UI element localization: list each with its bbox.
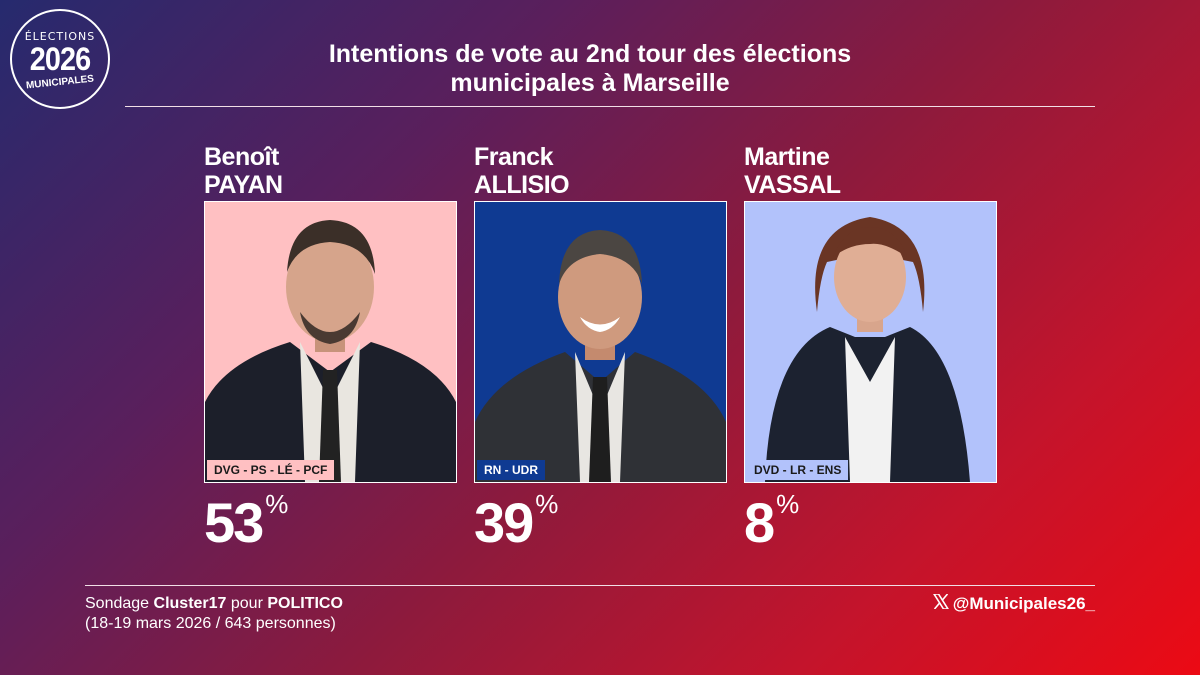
vote-percentage: 8%: [744, 489, 799, 551]
candidate-photo: RN - UDR: [474, 201, 727, 483]
candidate-first-name: Franck: [474, 143, 553, 171]
source-prefix: Sondage: [85, 595, 154, 612]
candidate-last-name: ALLISIO: [474, 171, 570, 199]
handle-text: @Municipales26_: [952, 594, 1095, 613]
vote-percentage: 53%: [204, 489, 288, 551]
bottom-divider: [85, 585, 1095, 586]
party-badge: DVG - PS - LÉ - PCF: [207, 460, 335, 480]
x-logo-icon: [932, 593, 950, 614]
vote-percentage: 39%: [474, 489, 558, 551]
source-institute: Cluster17: [153, 595, 227, 612]
portrait-image: [475, 202, 726, 482]
candidate-card-vassal: Martine VASSAL DVD - LR - ENS 8%: [744, 143, 997, 551]
title-line1: Intentions de vote au 2nd tour des élect…: [328, 40, 852, 68]
title-line2: municipales à Marseille: [450, 69, 730, 97]
portrait-image: [745, 202, 996, 482]
candidate-last-name: VASSAL: [744, 171, 841, 199]
logo-line1: ÉLECTIONS: [24, 30, 96, 43]
logo-year: 2026: [29, 41, 91, 77]
percent-value: 53: [204, 491, 264, 554]
candidate-first-name: Benoît: [204, 143, 279, 171]
percent-value: 8: [744, 491, 775, 554]
page-title: Intentions de vote au 2nd tour des élect…: [240, 40, 940, 98]
percent-value: 39: [474, 491, 534, 554]
percent-sign: %: [265, 489, 289, 519]
candidate-photo: DVD - LR - ENS: [744, 201, 997, 483]
source-media: POLITICO: [267, 595, 343, 612]
source-details: (18-19 mars 2026 / 643 personnes): [85, 615, 336, 632]
candidate-last-name: PAYAN: [204, 171, 283, 199]
top-divider: [125, 106, 1095, 107]
social-handle[interactable]: @Municipales26_: [932, 593, 1095, 614]
percent-sign: %: [776, 489, 800, 519]
candidate-first-name: Martine: [744, 143, 830, 171]
candidate-card-allisio: Franck ALLISIO RN - UDR 39%: [474, 143, 727, 551]
party-badge: RN - UDR: [477, 460, 545, 480]
elections-2026-logo: ÉLECTIONS 2026 MUNICIPALES: [10, 9, 110, 109]
poll-source: Sondage Cluster17 pour POLITICO (18-19 m…: [85, 594, 343, 634]
portrait-image: [205, 202, 456, 482]
percent-sign: %: [535, 489, 559, 519]
candidate-photo: DVG - PS - LÉ - PCF: [204, 201, 457, 483]
party-badge: DVD - LR - ENS: [747, 460, 849, 480]
source-mid: pour: [226, 595, 268, 612]
source-line: Sondage Cluster17 pour POLITICO: [85, 594, 343, 614]
candidate-card-payan: Benoît PAYAN DVG - PS - LÉ - PCF 53%: [204, 143, 457, 551]
